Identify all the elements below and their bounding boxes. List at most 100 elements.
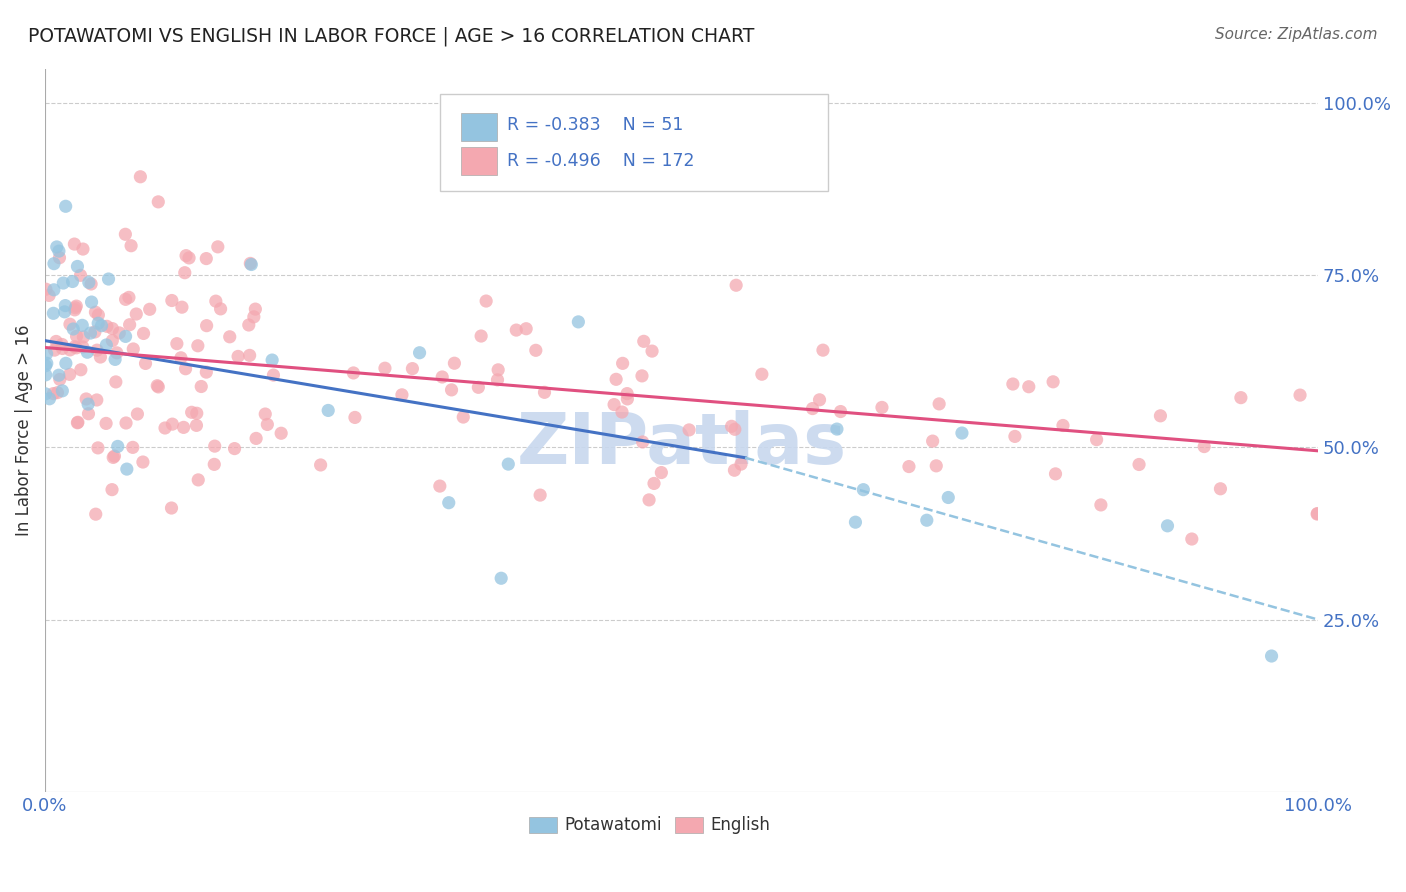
Point [42,283,65,297]
Point [48,251,70,265]
Point [105,346,128,360]
Point [245,302,267,317]
Point [207,240,229,254]
Point [724,422,747,436]
Point [84,305,107,319]
Point [51,384,73,398]
Point [62,275,84,289]
Point [631,434,654,449]
Point [218,330,240,344]
Point [65,341,87,355]
Point [730,457,752,471]
Point [69,268,91,283]
Point [1018,380,1040,394]
Point [65,329,87,343]
Point [127,407,149,421]
Point [51,342,73,356]
Point [915,513,938,527]
Point [160,293,183,308]
Point [720,419,742,434]
Point [226,350,249,364]
Point [35,356,58,370]
Point [936,491,959,505]
Point [751,368,773,382]
Point [950,425,973,440]
Point [205,294,228,309]
Point [96,319,118,334]
Point [187,473,209,487]
Point [1042,375,1064,389]
Point [641,344,664,359]
Bar [461,113,496,141]
Point [89,350,111,364]
Point [42,257,65,271]
Point [77,397,100,411]
Point [125,307,148,321]
Point [1306,507,1329,521]
FancyBboxPatch shape [440,94,828,192]
Point [122,342,145,356]
Point [107,439,129,453]
Point [1128,458,1150,472]
Text: POTAWATOMI VS ENGLISH IN LABOR FORCE | AGE > 16 CORRELATION CHART: POTAWATOMI VS ENGLISH IN LABOR FORCE | A… [28,27,755,46]
Point [66,260,89,274]
Point [104,375,127,389]
Point [204,439,226,453]
Point [51,337,73,351]
Point [162,417,184,431]
Point [1090,498,1112,512]
Point [925,458,948,473]
Y-axis label: In Labor Force | Age > 16: In Labor Force | Age > 16 [15,325,32,536]
Point [262,353,284,368]
Point [135,356,157,370]
Point [1181,532,1204,546]
Text: R = -0.383    N = 51: R = -0.383 N = 51 [508,116,683,134]
Point [65,301,87,315]
Point [72,242,94,256]
Point [77,407,100,421]
Bar [529,817,557,833]
Point [186,418,208,433]
Point [66,416,89,430]
Point [79,326,101,340]
Point [103,449,125,463]
Point [66,415,89,429]
Point [515,322,537,336]
Point [610,405,633,419]
Point [1156,518,1178,533]
Point [44,343,66,357]
Point [429,479,451,493]
Point [114,329,136,343]
Point [202,458,225,472]
Point [83,325,105,339]
Point [87,316,110,330]
Point [342,366,364,380]
Point [72,318,94,333]
Point [808,392,831,407]
Point [486,373,509,387]
Point [238,318,260,332]
Point [52,276,75,290]
Point [38,392,60,406]
Point [224,442,246,456]
Point [633,334,655,349]
Point [612,356,634,370]
Text: English: English [711,816,770,834]
Point [132,326,155,341]
Point [46,385,69,400]
Point [605,372,627,386]
Text: R = -0.496    N = 172: R = -0.496 N = 172 [508,153,695,170]
Point [166,336,188,351]
Point [643,476,665,491]
Point [195,252,218,266]
Point [55,356,77,370]
Point [391,388,413,402]
Point [475,293,498,308]
Point [170,300,193,314]
Point [35,282,58,296]
Point [631,368,654,383]
Point [1004,429,1026,443]
Point [186,406,208,420]
Point [505,323,527,337]
Point [1209,482,1232,496]
